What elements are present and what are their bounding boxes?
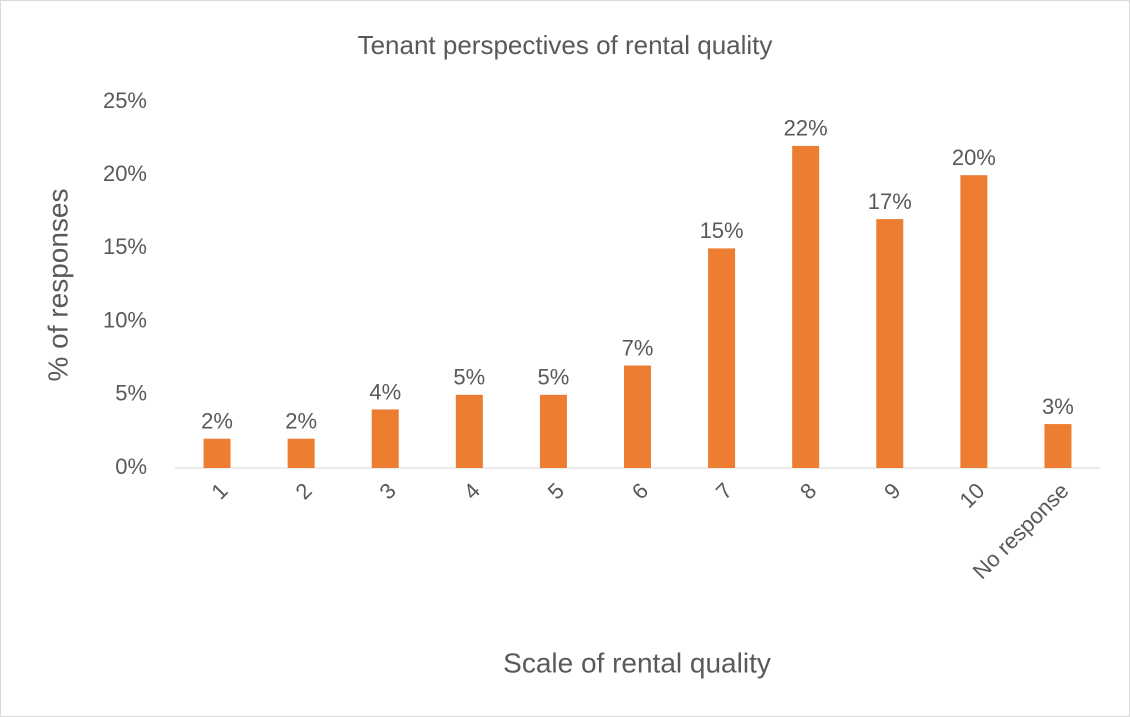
data-label: 22%: [784, 116, 828, 141]
bar: [287, 438, 315, 468]
chart-title: Tenant perspectives of rental quality: [358, 30, 773, 60]
bar: [1044, 424, 1072, 468]
y-tick-label: 20%: [103, 161, 147, 186]
data-label: 5%: [538, 365, 570, 390]
x-axis-label: Scale of rental quality: [503, 647, 771, 678]
bar: [792, 145, 820, 469]
data-label: 20%: [952, 145, 996, 170]
data-label: 2%: [285, 409, 317, 434]
y-tick-label: 10%: [103, 307, 147, 332]
data-label: 4%: [369, 379, 401, 404]
data-label: 5%: [453, 365, 485, 390]
data-label: 3%: [1042, 394, 1074, 419]
y-axis-label: % of responses: [42, 189, 73, 382]
y-tick-label: 0%: [115, 454, 147, 479]
bar: [708, 248, 736, 468]
bar: [876, 219, 904, 468]
y-tick-label: 15%: [103, 234, 147, 259]
data-label: 15%: [700, 218, 744, 243]
data-label: 2%: [201, 409, 233, 434]
bar: [371, 409, 399, 468]
data-label: 17%: [868, 189, 912, 214]
y-tick-label: 25%: [103, 88, 147, 113]
bar: [539, 394, 567, 468]
bar: [455, 394, 483, 468]
bar: [624, 365, 651, 468]
y-tick-label: 5%: [115, 381, 147, 406]
bar: [960, 175, 988, 468]
bar: [203, 438, 231, 468]
data-label: 7%: [622, 335, 654, 360]
